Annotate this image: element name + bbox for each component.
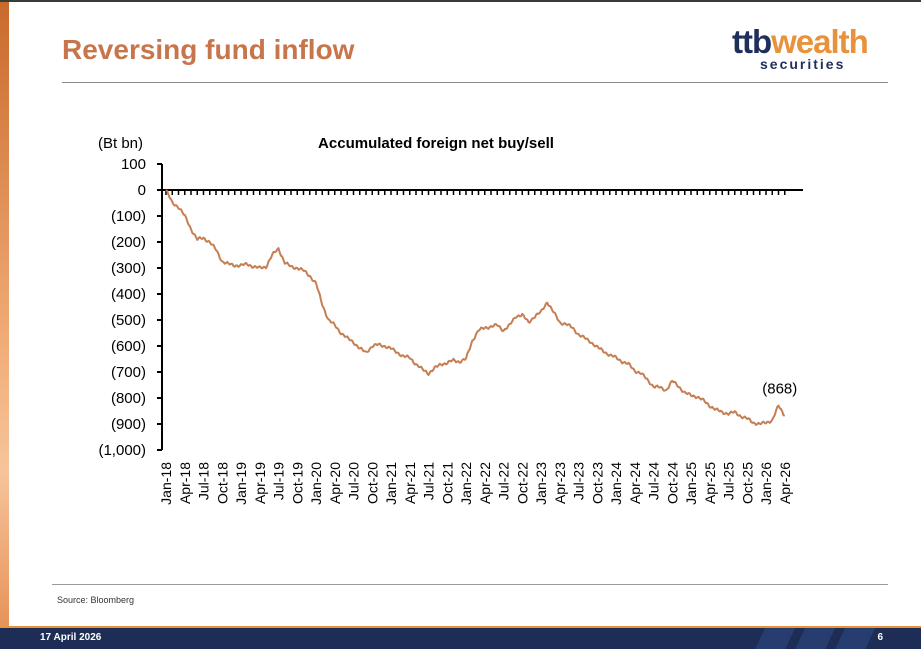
page-number: 6 — [877, 632, 883, 643]
x-tick-label: Oct-18 — [214, 462, 230, 504]
x-tick-label: Jan-25 — [683, 462, 699, 505]
footer-stripe — [753, 628, 797, 649]
logo-securities: securities — [760, 56, 846, 72]
y-tick-label: (200) — [111, 234, 146, 251]
x-tick-label: Jan-20 — [308, 462, 324, 505]
x-tick-label: Apr-24 — [627, 462, 643, 504]
logo-wealth: wealth — [771, 23, 869, 60]
x-tick-label: Oct-25 — [739, 462, 755, 504]
x-tick-label: Jan-26 — [758, 462, 774, 505]
x-tick-label: Apr-23 — [552, 462, 568, 504]
x-tick-label: Apr-25 — [702, 462, 718, 504]
chart-title: Accumulated foreign net buy/sell — [318, 135, 554, 152]
title-divider — [62, 82, 888, 83]
x-tick-label: Oct-20 — [364, 462, 380, 504]
x-tick-label: Oct-23 — [589, 462, 605, 504]
y-tick-label: (1,000) — [98, 442, 146, 459]
x-tick-label: Oct-22 — [514, 462, 530, 504]
x-tick-label: Apr-26 — [777, 462, 793, 504]
x-tick-label: Jul-23 — [571, 462, 587, 500]
x-tick-label: Jan-19 — [233, 462, 249, 505]
y-tick-label: 0 — [138, 182, 146, 199]
x-tick-label: Oct-19 — [289, 462, 305, 504]
foreign-net-buy-sell-chart: Accumulated foreign net buy/sell (Bt bn)… — [98, 135, 803, 505]
x-tick-label: Apr-19 — [252, 462, 268, 504]
slide-title: Reversing fund inflow — [62, 34, 355, 65]
y-tick-label: (500) — [111, 312, 146, 329]
x-tick-label: Jan-23 — [533, 462, 549, 505]
x-tick-label: Jul-21 — [421, 462, 437, 500]
footer-accent-line — [0, 626, 921, 628]
x-tick-label: Apr-21 — [402, 462, 418, 504]
y-tick-label: (900) — [111, 416, 146, 433]
x-axis: Jan-18 Apr-18 Jul-18 Oct-18 Jan-19 Apr-19 Jul-… — [158, 189, 803, 505]
footer-bar: 17 April 2026 6 — [0, 628, 921, 649]
x-tick-label: Oct-21 — [439, 462, 455, 504]
x-tick-label: Jan-21 — [383, 462, 399, 505]
y-tick-label: (100) — [111, 208, 146, 225]
footer-stripe — [793, 628, 837, 649]
y-tick-label: 100 — [121, 156, 146, 173]
ttb-wealth-logo: ttbwealth securities — [732, 23, 892, 76]
x-tick-label: Jan-24 — [608, 462, 624, 505]
y-tick-label: (700) — [111, 364, 146, 381]
y-tick-label: (300) — [111, 260, 146, 277]
x-tick-label: Apr-18 — [177, 462, 193, 504]
y-axis: 100 0 (100) (200) (300) (400) (500) (600) (700) (… — [98, 156, 163, 459]
x-tick-label: Jan-18 — [158, 462, 174, 505]
x-tick-label: Jul-24 — [646, 462, 662, 500]
x-tick-label: Jul-22 — [496, 462, 512, 500]
x-tick-label: Jul-20 — [346, 462, 362, 500]
x-tick-label: Apr-22 — [477, 462, 493, 504]
logo-ttb: ttb — [732, 23, 772, 60]
footer-divider — [52, 584, 888, 585]
last-value-annotation: (868) — [762, 381, 797, 398]
footer-date: 17 April 2026 — [40, 632, 102, 643]
y-axis-unit-label: (Bt bn) — [98, 135, 143, 152]
x-tick-label: Jan-22 — [458, 462, 474, 505]
x-tick-label: Jul-25 — [721, 462, 737, 500]
source-note: Source: Bloomberg — [57, 595, 135, 605]
logo-wordmark: ttbwealth — [732, 22, 869, 62]
y-tick-label: (600) — [111, 338, 146, 355]
x-tick-label: Oct-24 — [664, 462, 680, 504]
x-tick-label: Apr-20 — [327, 462, 343, 504]
x-tick-label: Jul-19 — [271, 462, 287, 500]
y-tick-label: (800) — [111, 390, 146, 407]
footer-stripe — [833, 628, 877, 649]
y-tick-label: (400) — [111, 286, 146, 303]
series-line — [165, 189, 786, 426]
x-tick-label: Jul-18 — [196, 462, 212, 500]
top-rule — [0, 0, 921, 2]
left-accent-bar — [0, 2, 9, 626]
